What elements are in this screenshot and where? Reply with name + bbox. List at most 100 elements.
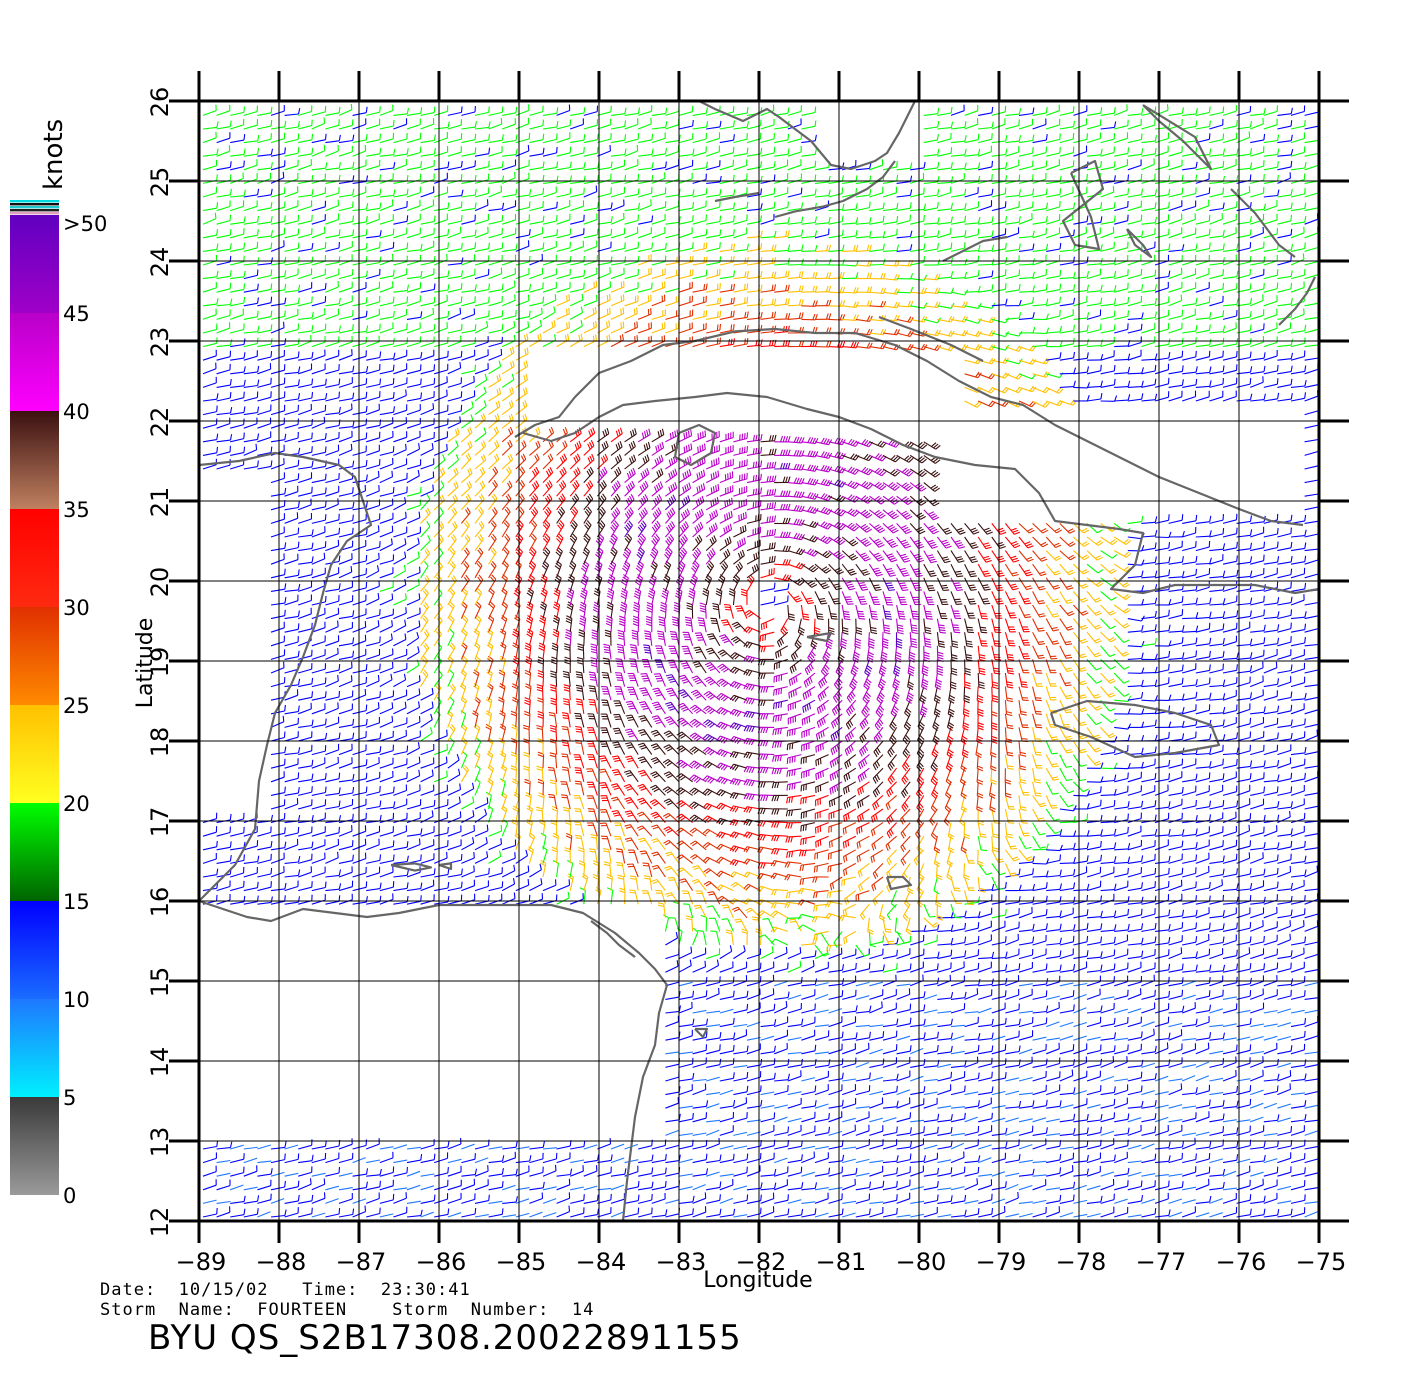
wind-barb xyxy=(814,952,829,960)
wind-barb-feather xyxy=(704,960,707,967)
wind-barb xyxy=(950,1132,965,1136)
wind-barb-feather xyxy=(692,1112,694,1120)
wind-barb xyxy=(1032,983,1047,987)
wind-barb xyxy=(1154,1064,1169,1068)
wind-barb xyxy=(733,1065,748,1068)
wind-barb xyxy=(801,955,816,960)
wind-barb-feather xyxy=(311,786,313,793)
wind-barb-feather xyxy=(1277,1140,1279,1147)
wind-barb-feather xyxy=(950,937,954,945)
wind-barb xyxy=(1263,887,1278,892)
wind-barb xyxy=(284,1144,299,1150)
wind-barb xyxy=(1277,1103,1291,1109)
colorbar-tick-label: 10 xyxy=(63,988,90,1012)
wind-barb xyxy=(1073,889,1088,892)
wind-barb-feather xyxy=(720,833,726,839)
wind-barb xyxy=(773,1006,788,1014)
wind-barb-feather xyxy=(1021,822,1028,824)
wind-barb-feather xyxy=(1113,963,1116,970)
wind-barb xyxy=(733,980,747,987)
wind-barb-feather xyxy=(1195,1153,1197,1160)
wind-barb xyxy=(1073,1103,1087,1109)
wind-barb xyxy=(447,874,462,878)
colorbar-band xyxy=(10,1097,59,1195)
wind-barb xyxy=(1263,1158,1278,1164)
wind-barb-feather xyxy=(963,874,970,878)
wind-barb-feather xyxy=(896,1180,898,1187)
wind-barb-feather xyxy=(732,872,737,878)
wind-barb xyxy=(842,981,856,987)
wind-barb xyxy=(202,1213,217,1218)
wind-barb xyxy=(257,1185,271,1191)
wind-barb-feather xyxy=(1154,936,1157,943)
wind-barb-feather xyxy=(1263,935,1265,942)
wind-barb-feather xyxy=(829,865,832,872)
wind-barb-feather xyxy=(1113,856,1117,863)
wind-barb xyxy=(665,1119,680,1123)
wind-barb xyxy=(1141,1105,1156,1109)
wind-barb-feather xyxy=(1222,964,1226,971)
wind-barb xyxy=(270,1214,285,1218)
wind-barb xyxy=(1263,1009,1278,1014)
wind-barb-feather xyxy=(1195,799,1197,806)
wind-barb xyxy=(1032,1132,1047,1136)
wind-barb xyxy=(461,830,475,837)
wind-barb-feather xyxy=(828,841,831,848)
wind-barb-feather xyxy=(882,964,885,971)
wind-barb xyxy=(325,832,340,837)
wind-barb-feather xyxy=(886,914,891,921)
wind-barb xyxy=(746,981,761,987)
wind-barb xyxy=(842,995,856,1000)
wind-barb xyxy=(760,1117,775,1123)
wind-barb-feather xyxy=(1018,1154,1021,1161)
wind-barb xyxy=(474,873,489,878)
wind-barb xyxy=(1005,968,1020,973)
wind-barb xyxy=(461,899,475,905)
wind-barb xyxy=(937,1010,952,1014)
wind-barb xyxy=(1086,969,1101,973)
wind-barb-feather xyxy=(923,1086,926,1093)
wind-barb-feather xyxy=(935,903,942,908)
wind-barb-feather xyxy=(1100,910,1103,917)
wind-barb-feather xyxy=(705,869,712,874)
wind-barb-feather xyxy=(759,834,764,841)
wind-barb xyxy=(1127,1008,1142,1014)
wind-barb-feather xyxy=(773,1019,777,1026)
wind-barb xyxy=(366,1159,381,1164)
wind-barb xyxy=(1182,1092,1197,1096)
wind-barb xyxy=(1100,1143,1114,1150)
wind-barb-feather xyxy=(842,842,845,849)
wind-barb xyxy=(1127,1106,1142,1109)
wind-barb-feather xyxy=(999,872,1006,876)
wind-barb xyxy=(1250,847,1265,851)
wind-barb xyxy=(406,1184,421,1191)
wind-barb-feather xyxy=(904,913,909,919)
wind-barb-feather xyxy=(692,927,699,933)
wind-barb xyxy=(1154,1185,1169,1191)
wind-barb xyxy=(1100,981,1115,987)
wind-barb xyxy=(1073,860,1088,864)
wind-barb xyxy=(1059,1092,1074,1096)
wind-barb xyxy=(325,1157,339,1164)
wind-barb xyxy=(801,965,815,973)
wind-barb xyxy=(338,860,353,864)
wind-barb xyxy=(1182,1048,1196,1055)
wind-barb xyxy=(910,1064,925,1068)
wind-barb xyxy=(1250,1008,1264,1014)
wind-barb xyxy=(1018,1010,1033,1014)
wind-barb-feather xyxy=(1018,1045,1021,1052)
wind-barb xyxy=(950,1186,965,1191)
wind-barb xyxy=(1182,1007,1196,1014)
wind-barb xyxy=(760,951,774,960)
wind-barb-feather xyxy=(1168,990,1171,997)
wind-barb-feather xyxy=(542,1181,545,1188)
wind-barb xyxy=(1086,956,1101,960)
wind-barb xyxy=(855,981,870,987)
wind-barb-feather xyxy=(1045,1058,1048,1065)
wind-barb xyxy=(896,1050,911,1055)
wind-barb xyxy=(1263,847,1278,851)
wind-barb xyxy=(1250,1160,1265,1164)
wind-barb-feather xyxy=(896,1073,899,1080)
wind-barb xyxy=(787,1159,802,1164)
wind-barb xyxy=(638,1172,653,1177)
